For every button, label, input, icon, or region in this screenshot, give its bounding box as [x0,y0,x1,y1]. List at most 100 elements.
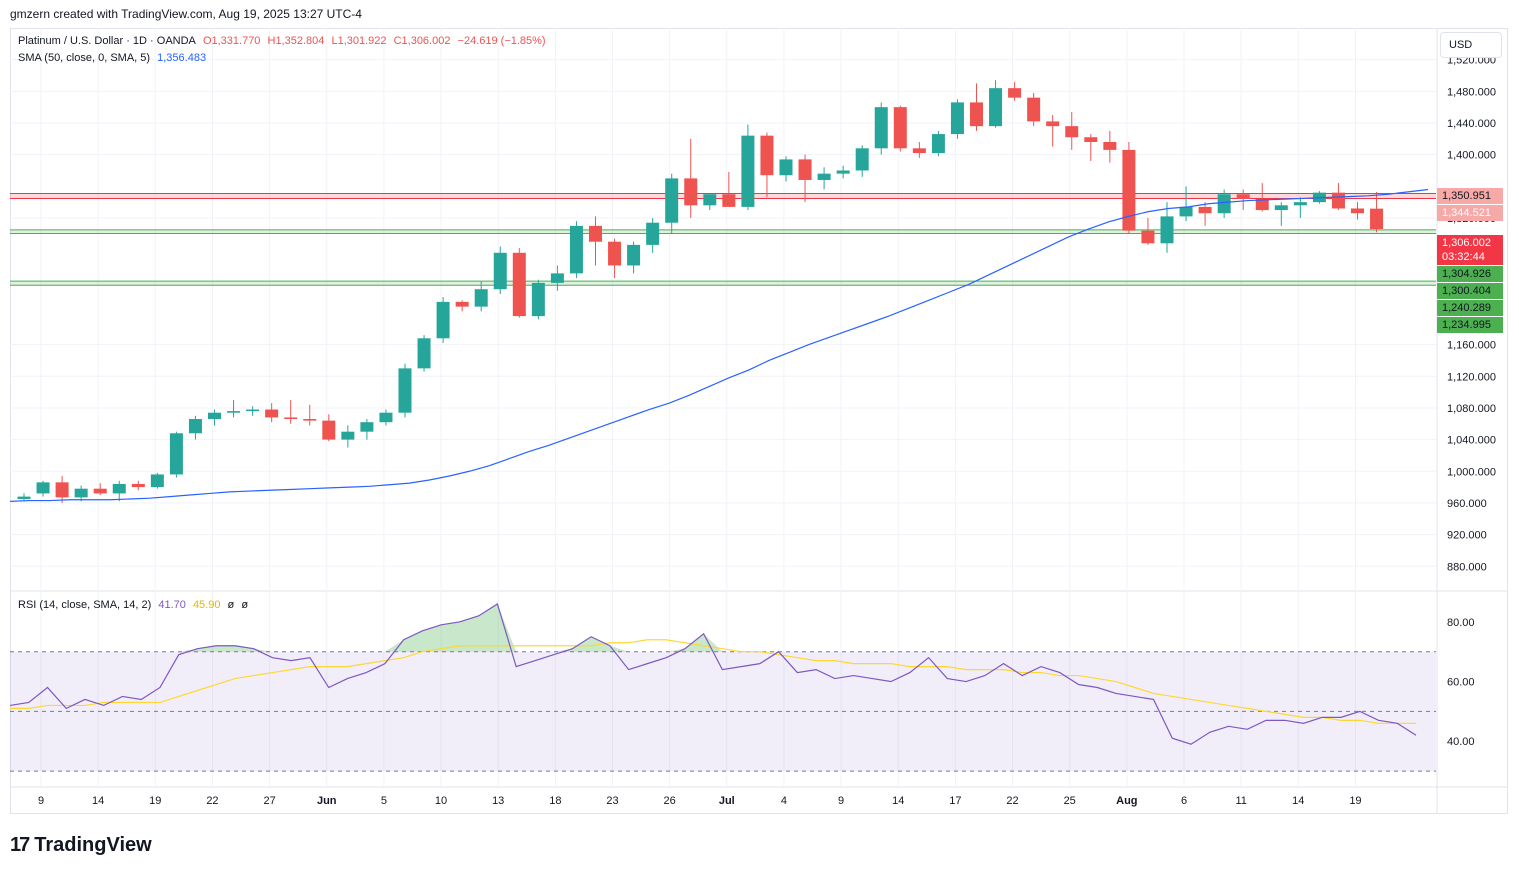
price-tick-label: 1,120.000 [1447,371,1496,383]
candle-body [1217,194,1231,214]
time-tick-label: Jun [317,795,337,807]
time-tick-label: 9 [838,795,844,807]
candle-body [322,420,336,440]
rsi-tick-label: 40.00 [1447,736,1475,748]
price-tag: 03:32:44 [1437,249,1503,265]
candle-body [1255,198,1269,211]
candle-body [188,419,202,434]
candle-body [455,301,469,307]
zone-band [10,281,1436,286]
price-tick-label: 1,440.000 [1447,118,1496,130]
time-tick-label: 17 [949,795,961,807]
sma-value: 1,356.483 [157,52,207,64]
time-tick-label: 14 [1292,795,1304,807]
open-value: O1,331.770 [202,35,261,47]
candle-body [1198,206,1212,214]
price-tag: 1,344.521 [1437,205,1503,221]
candle-body [398,368,412,413]
time-tick-label: 22 [206,795,218,807]
low-value: L1,301.922 [331,35,387,47]
candle-body [93,488,107,494]
currency-button[interactable]: USD [1440,32,1502,58]
candle-body [1274,205,1288,211]
time-tick-label: 6 [1181,795,1187,807]
candle-body [646,222,660,245]
price-tick-label: 920.000 [1447,530,1487,542]
candle-body [912,148,926,154]
time-tick-label: 14 [892,795,904,807]
price-tag: 1,240.289 [1437,300,1503,316]
candle-body [1103,141,1117,150]
time-tick-label: 22 [1006,795,1018,807]
candle-body [36,482,50,494]
tradingview-brand: 17 TradingView [10,834,152,857]
rsi-legend: RSI (14, close, SMA, 14, 2) 41.70 45.90 … [18,599,252,611]
price-tag: 1,350.951 [1437,188,1503,204]
candle-body [1351,208,1364,214]
symbol-label: Platinum / U.S. Dollar · 1D · OANDA [18,35,196,47]
candle-body [1236,194,1250,199]
time-tick-label: 11 [1235,795,1246,807]
candle-body [627,244,641,266]
candle-body [608,241,622,266]
candle-body [989,88,1003,127]
candle-body [874,107,888,149]
price-tick-label: 1,040.000 [1447,435,1496,447]
rsi-overbought-fill [178,603,723,652]
price-tick-label: 880.000 [1447,561,1487,573]
rsi-ma-line [10,639,1416,724]
price-tick-label: 1,160.000 [1447,340,1496,352]
candle-body [1122,149,1136,231]
zone-band [10,229,1436,234]
rsi-extra-2: ø [241,599,249,611]
price-tag: 1,304.926 [1437,266,1503,282]
rsi-layer [9,603,1436,772]
candle-body [569,225,583,274]
price-legend: Platinum / U.S. Dollar · 1D · OANDA O1,3… [18,35,550,47]
time-tick-label: 19 [149,795,161,807]
price-tag: 1,300.404 [1437,283,1503,299]
candle-body [284,417,298,420]
candle-body [741,135,755,207]
candle-body [303,419,317,421]
time-tick-label: 13 [492,795,504,807]
candle-body [227,411,241,413]
candle-body [1084,137,1098,142]
candle-body [17,496,31,499]
candle-body [169,433,183,475]
candle-body [684,178,698,206]
candle-body [722,194,736,207]
time-tick-label: 9 [38,795,44,807]
candle-body [931,134,945,154]
time-tick-label: 4 [781,795,787,807]
candle-body [379,412,393,423]
close-value: C1,306.002 [393,35,451,47]
candle-body [1008,88,1022,98]
grid [10,28,1508,814]
candle-body [341,431,355,440]
candle-body [1046,121,1060,127]
candle-body [360,422,374,432]
candle-body [1370,208,1384,230]
time-tick-label: Jul [719,795,735,807]
high-value: H1,352.804 [267,35,325,47]
time-tick-label: 18 [549,795,561,807]
time-tick-label: 27 [263,795,275,807]
price-tick-label: 1,080.000 [1447,403,1496,415]
price-tick-label: 1,400.000 [1447,150,1496,162]
time-tick-label: Aug [1116,795,1137,807]
price-tag: 1,234.995 [1437,317,1503,333]
candle-body [798,159,812,180]
rsi-label: RSI (14, close, SMA, 14, 2) [18,599,152,611]
candle-body [246,409,260,412]
candle-body [112,483,126,494]
axes: 1,520.0001,480.0001,440.0001,400.0001,32… [38,55,1496,807]
price-tag: 1,306.002 [1437,235,1503,251]
chart-frame [10,28,1508,814]
candle-body [665,178,679,223]
candle-body [417,338,431,369]
attribution: gmzern created with TradingView.com, Aug… [10,7,362,21]
candle-body [1141,230,1155,244]
sma-label: SMA (50, close, 0, SMA, 5) [18,52,151,64]
